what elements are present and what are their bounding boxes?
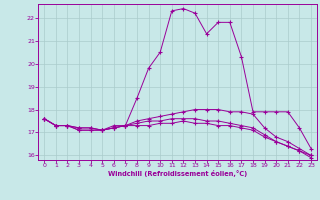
X-axis label: Windchill (Refroidissement éolien,°C): Windchill (Refroidissement éolien,°C) (108, 170, 247, 177)
